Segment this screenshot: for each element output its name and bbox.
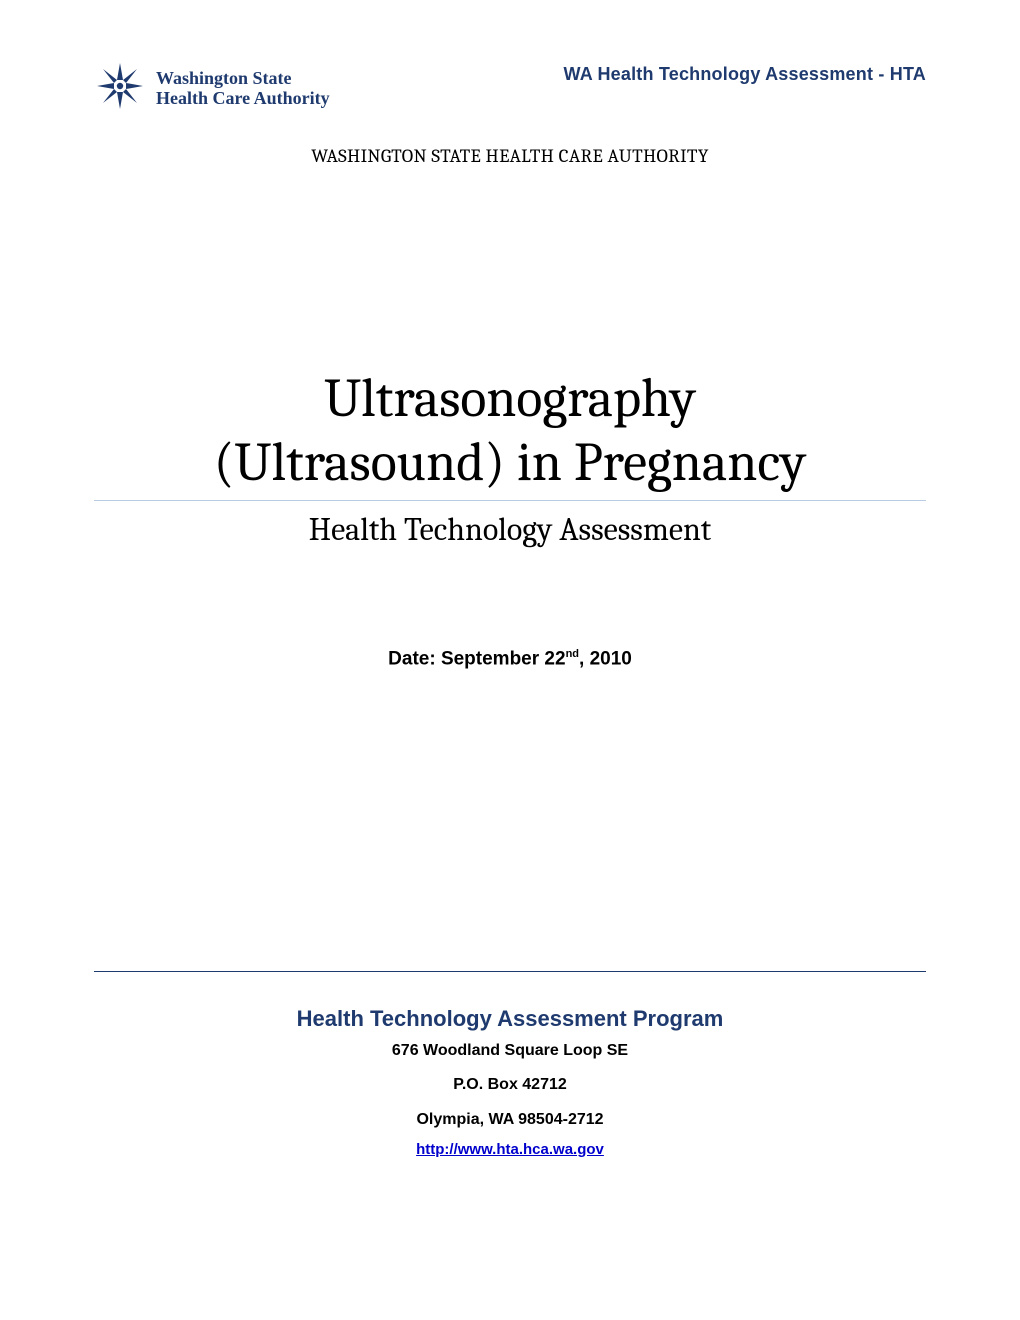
date-suffix: , 2010 xyxy=(579,649,632,670)
date-prefix: Date: September 22 xyxy=(388,649,565,670)
date-line: Date: September 22nd, 2010 xyxy=(94,648,926,670)
asterisk-logo-icon xyxy=(94,60,146,117)
title-rule xyxy=(94,500,926,501)
title-block: Ultrasonography (Ultrasound) in Pregnanc… xyxy=(94,367,926,548)
logo-block: Washington State Health Care Authority xyxy=(94,60,330,117)
program-url-link[interactable]: http://www.hta.hca.wa.gov xyxy=(416,1141,604,1158)
document-page: Washington State Health Care Authority W… xyxy=(0,0,1020,1320)
title-line-1: Ultrasonography xyxy=(324,367,696,430)
logo-line-1: Washington State xyxy=(156,69,330,89)
logo-text: Washington State Health Care Authority xyxy=(156,69,330,109)
main-title: Ultrasonography (Ultrasound) in Pregnanc… xyxy=(94,367,926,494)
address-line-3: Olympia, WA 98504-2712 xyxy=(94,1105,926,1135)
date-ordinal: nd xyxy=(566,648,579,660)
address-line-2: P.O. Box 42712 xyxy=(94,1070,926,1100)
program-title: Health Technology Assessment Program xyxy=(94,1006,926,1032)
footer-rule xyxy=(94,971,926,972)
address-line-1: 676 Woodland Square Loop SE xyxy=(94,1036,926,1066)
subtitle: Health Technology Assessment xyxy=(94,511,926,548)
authority-line: WASHINGTON STATE HEALTH CARE AUTHORITY xyxy=(94,145,926,167)
header-tagline: WA Health Technology Assessment - HTA xyxy=(564,64,926,85)
program-block: Health Technology Assessment Program 676… xyxy=(94,1006,926,1159)
title-line-2: (Ultrasound) in Pregnancy xyxy=(214,431,806,494)
logo-line-2: Health Care Authority xyxy=(156,89,330,109)
